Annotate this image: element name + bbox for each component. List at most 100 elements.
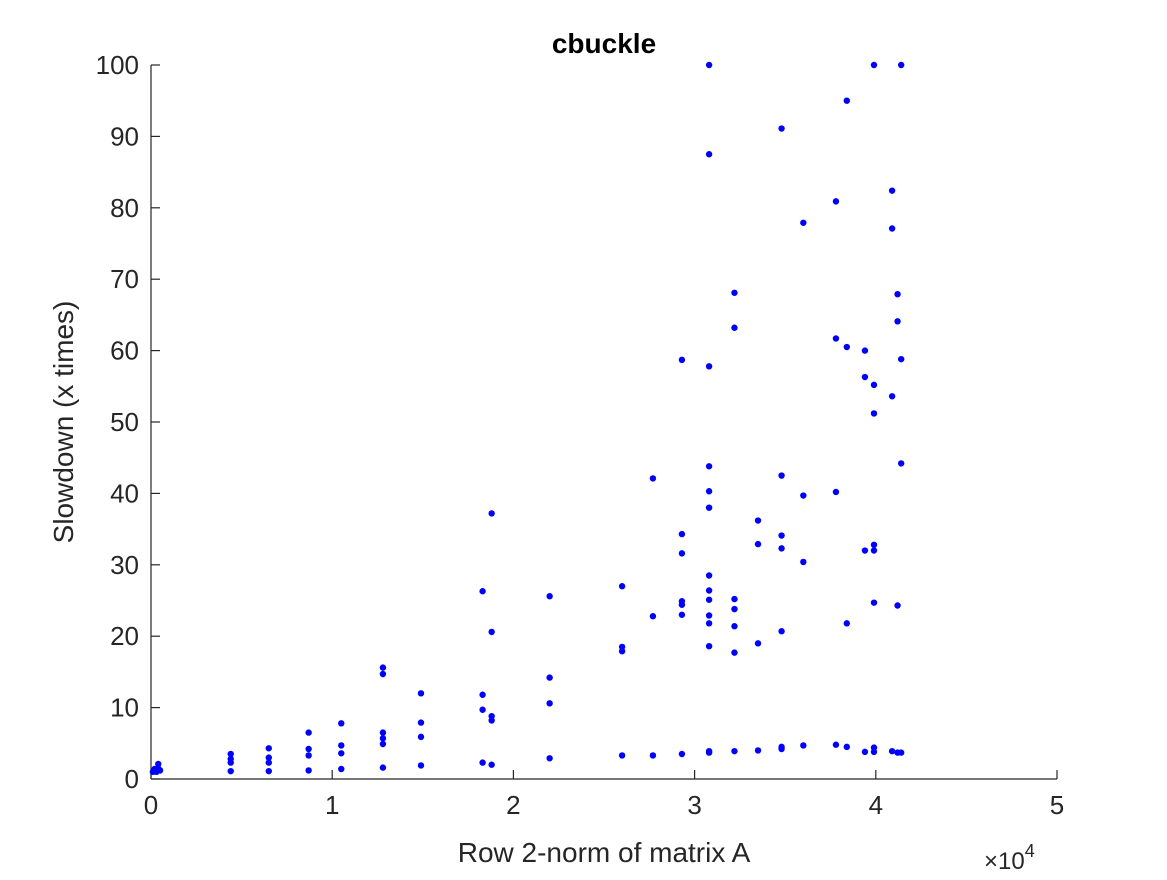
data-point: [649, 613, 657, 620]
data-point: [265, 745, 272, 752]
data-point: [305, 752, 312, 759]
data-point: [678, 750, 686, 758]
data-point: [870, 61, 878, 69]
data-point: [479, 588, 486, 595]
data-point: [897, 355, 905, 363]
y-tick-label: 90: [110, 121, 139, 151]
data-point: [832, 335, 840, 342]
data-point: [338, 720, 345, 727]
data-point: [870, 410, 878, 417]
data-point: [731, 324, 738, 331]
data-point: [479, 759, 486, 766]
data-point: [618, 583, 626, 590]
x-tick-label: 0: [144, 790, 158, 820]
x-axis-exponent-base: ×10: [984, 848, 1025, 875]
data-point: [705, 463, 713, 470]
data-point: [888, 225, 896, 232]
data-point: [888, 747, 896, 755]
data-point: [800, 742, 807, 749]
x-axis-exponent-power: 4: [1025, 841, 1035, 861]
y-tick-label: 20: [110, 621, 139, 651]
data-points: [149, 61, 905, 776]
data-point: [888, 393, 896, 400]
data-point: [227, 750, 234, 758]
data-point: [417, 762, 425, 769]
data-point: [870, 381, 878, 389]
data-point: [778, 743, 785, 751]
data-point: [618, 643, 626, 651]
data-point: [894, 290, 901, 298]
data-point: [705, 612, 713, 619]
data-point: [705, 488, 713, 495]
data-point: [832, 741, 840, 748]
data-point: [731, 605, 738, 613]
data-point: [861, 748, 869, 756]
y-tick-label: 100: [96, 50, 139, 80]
y-tick-label: 80: [110, 193, 139, 223]
data-point: [488, 628, 495, 636]
y-axis-label: Slowdown (x times): [48, 301, 79, 544]
data-point: [870, 547, 878, 554]
data-point: [379, 729, 387, 736]
data-point: [843, 743, 851, 751]
data-point: [897, 749, 905, 756]
data-point: [731, 623, 738, 630]
data-point: [305, 767, 312, 774]
data-point: [649, 475, 657, 482]
data-point: [338, 742, 345, 749]
y-tick-label: 70: [110, 264, 139, 294]
y-tick-label: 10: [110, 693, 139, 723]
x-tick-label: 3: [687, 790, 701, 820]
data-point: [843, 97, 851, 104]
data-point: [705, 642, 713, 650]
data-point: [265, 767, 272, 775]
data-point: [800, 492, 807, 499]
data-point: [546, 593, 553, 600]
data-point: [265, 754, 272, 761]
y-tick-label: 60: [110, 336, 139, 366]
data-point: [379, 670, 387, 678]
y-tick-label: 30: [110, 550, 139, 580]
data-point: [754, 517, 762, 524]
data-point: [705, 747, 713, 755]
data-point: [731, 649, 738, 656]
data-point: [870, 744, 878, 751]
data-point: [778, 472, 785, 479]
data-point: [379, 735, 387, 742]
data-point: [870, 541, 878, 549]
data-point: [778, 545, 785, 552]
data-point: [155, 760, 162, 768]
data-point: [778, 125, 785, 132]
data-point: [705, 572, 713, 579]
data-point: [488, 761, 495, 768]
data-point: [843, 343, 851, 351]
data-point: [546, 755, 553, 762]
data-point: [417, 733, 425, 741]
data-point: [705, 504, 713, 511]
data-point: [618, 752, 626, 759]
data-point: [705, 363, 713, 370]
data-point: [754, 540, 762, 548]
y-tick-label: 40: [110, 478, 139, 508]
data-point: [832, 198, 840, 205]
data-point: [731, 289, 738, 296]
data-point: [227, 767, 234, 775]
data-point: [861, 347, 869, 354]
data-point: [897, 61, 905, 69]
data-point: [800, 219, 807, 226]
data-point: [870, 599, 878, 606]
data-point: [705, 620, 713, 627]
data-point: [754, 640, 762, 647]
x-tick-label: 5: [1050, 790, 1064, 820]
x-axis-exponent: ×104: [984, 841, 1035, 875]
data-point: [338, 750, 345, 757]
y-tick-label: 0: [125, 764, 139, 794]
y-tick-label: 50: [110, 407, 139, 437]
data-point: [888, 187, 896, 194]
data-point: [778, 628, 785, 635]
data-point: [417, 719, 425, 726]
data-point: [754, 747, 762, 754]
